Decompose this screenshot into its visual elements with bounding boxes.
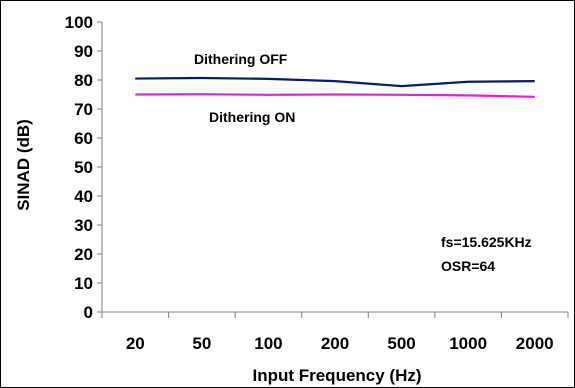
x-tick-label: 2000 bbox=[516, 334, 554, 353]
y-tick-label: 90 bbox=[74, 42, 93, 61]
annotation-osr: OSR=64 bbox=[441, 258, 495, 274]
y-tick-label: 0 bbox=[84, 303, 93, 322]
y-axis-title: SINAD (dB) bbox=[14, 119, 33, 211]
y-tick-label: 60 bbox=[74, 129, 93, 148]
x-tick-label: 500 bbox=[387, 334, 415, 353]
series-labels: Dithering OFF Dithering ON bbox=[194, 51, 295, 125]
x-tick-label: 100 bbox=[254, 334, 282, 353]
x-tick-label: 1000 bbox=[449, 334, 487, 353]
x-tick-label: 200 bbox=[321, 334, 349, 353]
y-tick-label: 100 bbox=[65, 13, 93, 32]
x-axis-title: Input Frequency (Hz) bbox=[252, 366, 421, 385]
series-label-dithering-off: Dithering OFF bbox=[194, 51, 288, 67]
series-line-dithering-on bbox=[135, 93, 535, 98]
series-label-dithering-on: Dithering ON bbox=[209, 109, 295, 125]
x-axis-ticks: 20 50 100 200 500 1000 2000 bbox=[101, 312, 569, 353]
series-lines bbox=[135, 76, 535, 98]
series-line-dithering-off bbox=[135, 76, 535, 88]
y-tick-label: 20 bbox=[74, 245, 93, 264]
x-tick-label: 20 bbox=[126, 334, 145, 353]
y-tick-label: 50 bbox=[74, 158, 93, 177]
y-tick-label: 80 bbox=[74, 71, 93, 90]
y-tick-label: 10 bbox=[74, 274, 93, 293]
y-tick-label: 30 bbox=[74, 216, 93, 235]
x-tick-label: 50 bbox=[192, 334, 211, 353]
y-axis-ticks: 0 10 20 30 40 50 60 70 80 90 100 bbox=[65, 13, 102, 322]
annotation-fs: fs=15.625KHz bbox=[441, 234, 532, 250]
y-tick-label: 40 bbox=[74, 187, 93, 206]
y-tick-label: 70 bbox=[74, 100, 93, 119]
